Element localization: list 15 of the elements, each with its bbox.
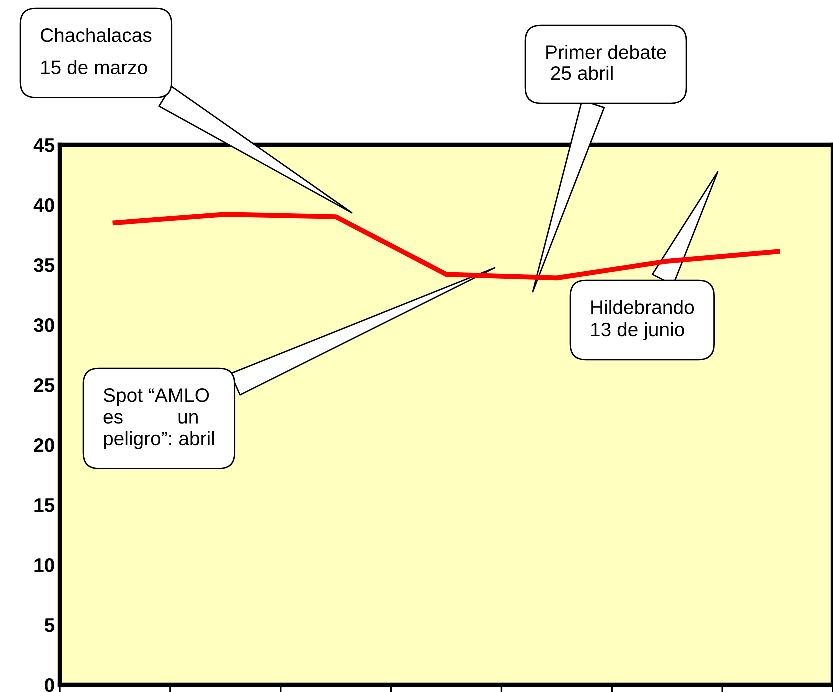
- text: Primer debate 25 abril: [546, 45, 666, 80]
- line-series: [112, 212, 780, 281]
- y-tick-label: 40: [34, 198, 54, 212]
- y-tick-label: 0: [45, 678, 54, 692]
- y-tick-label: 35: [34, 258, 55, 272]
- y-tick-label: 15: [34, 498, 55, 512]
- annotation: Spot “AMLO es un peligro”: abril: [104, 388, 214, 450]
- y-tick-label: 45: [34, 138, 55, 152]
- y-tick-label: 20: [34, 438, 54, 452]
- y-tick-label: 5: [44, 618, 55, 632]
- y-tick-label: 30: [34, 318, 54, 332]
- y-tick-label: 10: [34, 558, 54, 572]
- text: Chachalacas 15 de marzo: [40, 28, 152, 74]
- annotation: Hildebrando 13 de junio: [591, 300, 694, 340]
- y-tick-label: 25: [34, 378, 55, 392]
